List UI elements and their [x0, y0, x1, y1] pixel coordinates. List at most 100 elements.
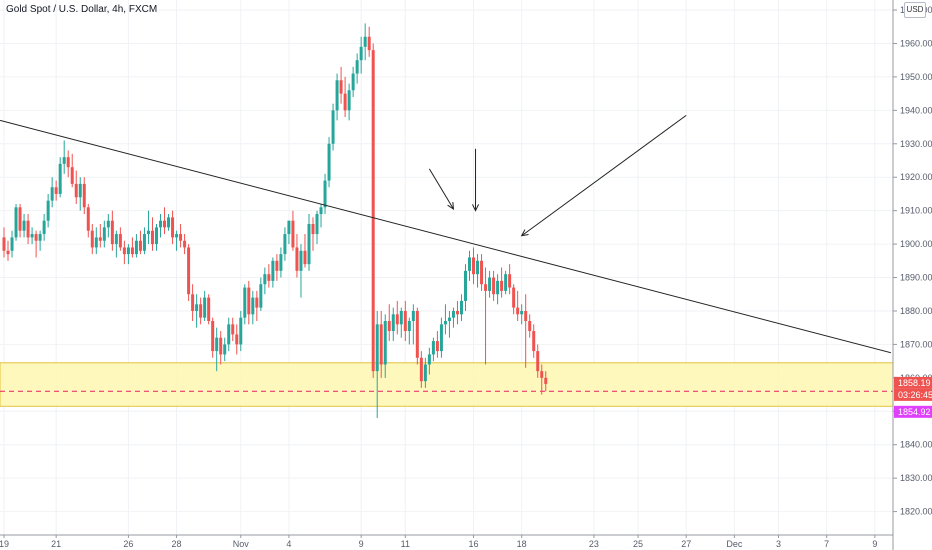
- candle: [195, 294, 199, 328]
- last-price-badge-text: 1858.19: [898, 378, 931, 388]
- y-tick-label: 1890.00: [900, 273, 932, 283]
- y-tick-label: 1910.00: [900, 206, 932, 216]
- candle-body: [363, 36, 367, 47]
- candle: [146, 210, 150, 245]
- candle: [299, 244, 303, 298]
- candle: [94, 227, 98, 255]
- candle: [484, 267, 488, 365]
- alt-price-badge-text: 1854.92: [898, 407, 931, 417]
- x-tick-label: Dec: [726, 539, 743, 549]
- candle: [528, 314, 532, 338]
- candle-body: [431, 341, 435, 355]
- candle-body: [323, 180, 327, 208]
- candle-body: [351, 73, 355, 91]
- candle: [512, 284, 516, 315]
- candle: [110, 210, 114, 251]
- trendline[interactable]: [0, 119, 891, 354]
- candle-body: [219, 337, 223, 355]
- currency-button[interactable]: USD: [904, 2, 926, 18]
- candle: [247, 280, 251, 325]
- candle: [363, 23, 367, 61]
- candle: [271, 257, 275, 288]
- candle-body: [379, 324, 383, 365]
- candle-body: [524, 310, 528, 321]
- candle: [468, 250, 472, 281]
- candle-body: [247, 287, 251, 315]
- candle-body: [54, 187, 58, 194]
- candle-body: [439, 324, 443, 352]
- candle-body: [263, 274, 267, 285]
- candle: [339, 66, 343, 104]
- candle: [520, 304, 524, 325]
- arrow-annotation[interactable]: [428, 168, 455, 210]
- candle: [18, 203, 22, 238]
- candle-body: [508, 274, 512, 288]
- candle: [443, 304, 447, 335]
- candle-body: [295, 247, 299, 271]
- candle-body: [62, 157, 66, 164]
- candle: [395, 300, 399, 335]
- candle: [267, 264, 271, 288]
- candle: [516, 290, 520, 321]
- candle-body: [26, 220, 30, 238]
- candle: [524, 294, 528, 368]
- candle: [331, 103, 335, 151]
- alt-price-badge-bg: [894, 405, 932, 418]
- candle: [58, 157, 62, 198]
- candle: [291, 210, 295, 251]
- candle: [459, 294, 463, 321]
- candle-body: [191, 294, 195, 311]
- candle-body: [315, 214, 319, 235]
- candle-body: [411, 310, 415, 321]
- candle-body: [359, 46, 363, 61]
- candle: [423, 357, 427, 388]
- x-tick-label: 27: [681, 539, 691, 549]
- candle-body: [347, 90, 351, 111]
- candle-body: [407, 321, 411, 332]
- candle-body: [267, 274, 271, 281]
- candle: [22, 214, 26, 238]
- candle-body: [42, 220, 46, 235]
- candle-body: [78, 183, 82, 198]
- candle-body: [259, 284, 263, 308]
- candle: [275, 254, 279, 281]
- candle: [62, 140, 66, 174]
- x-tick-label: 19: [0, 539, 9, 549]
- candle: [476, 254, 480, 288]
- candle: [102, 220, 106, 248]
- candle: [463, 264, 467, 311]
- candle-body: [451, 310, 455, 318]
- candle-body: [399, 310, 403, 325]
- candle-body: [520, 310, 524, 315]
- candle: [38, 230, 42, 251]
- x-tick-label: 28: [172, 539, 182, 549]
- y-tick-label: 1930.00: [900, 139, 932, 149]
- candle-body: [50, 187, 54, 201]
- candle: [30, 227, 34, 245]
- arrow-annotation[interactable]: [520, 114, 687, 237]
- candle: [500, 267, 504, 298]
- candle-body: [159, 220, 163, 228]
- candle-body: [435, 341, 439, 352]
- candle-body: [504, 274, 508, 291]
- candle-body: [319, 207, 323, 214]
- arrow-annotation[interactable]: [472, 148, 480, 212]
- support-zone[interactable]: [0, 362, 894, 407]
- candle: [455, 300, 459, 325]
- candle-body: [287, 220, 291, 235]
- x-tick-label: 9: [872, 539, 877, 549]
- candle-body: [22, 220, 26, 231]
- candle-body: [291, 220, 295, 248]
- candle: [219, 331, 223, 365]
- candle: [175, 230, 179, 251]
- x-tick-label: 4: [286, 539, 291, 549]
- candle-body: [150, 230, 154, 245]
- candle: [415, 307, 419, 365]
- candle: [86, 203, 90, 238]
- candle-body: [544, 377, 548, 384]
- arrow-shaft: [521, 114, 687, 237]
- candle: [311, 217, 315, 251]
- candle: [54, 180, 58, 201]
- candle: [387, 304, 391, 342]
